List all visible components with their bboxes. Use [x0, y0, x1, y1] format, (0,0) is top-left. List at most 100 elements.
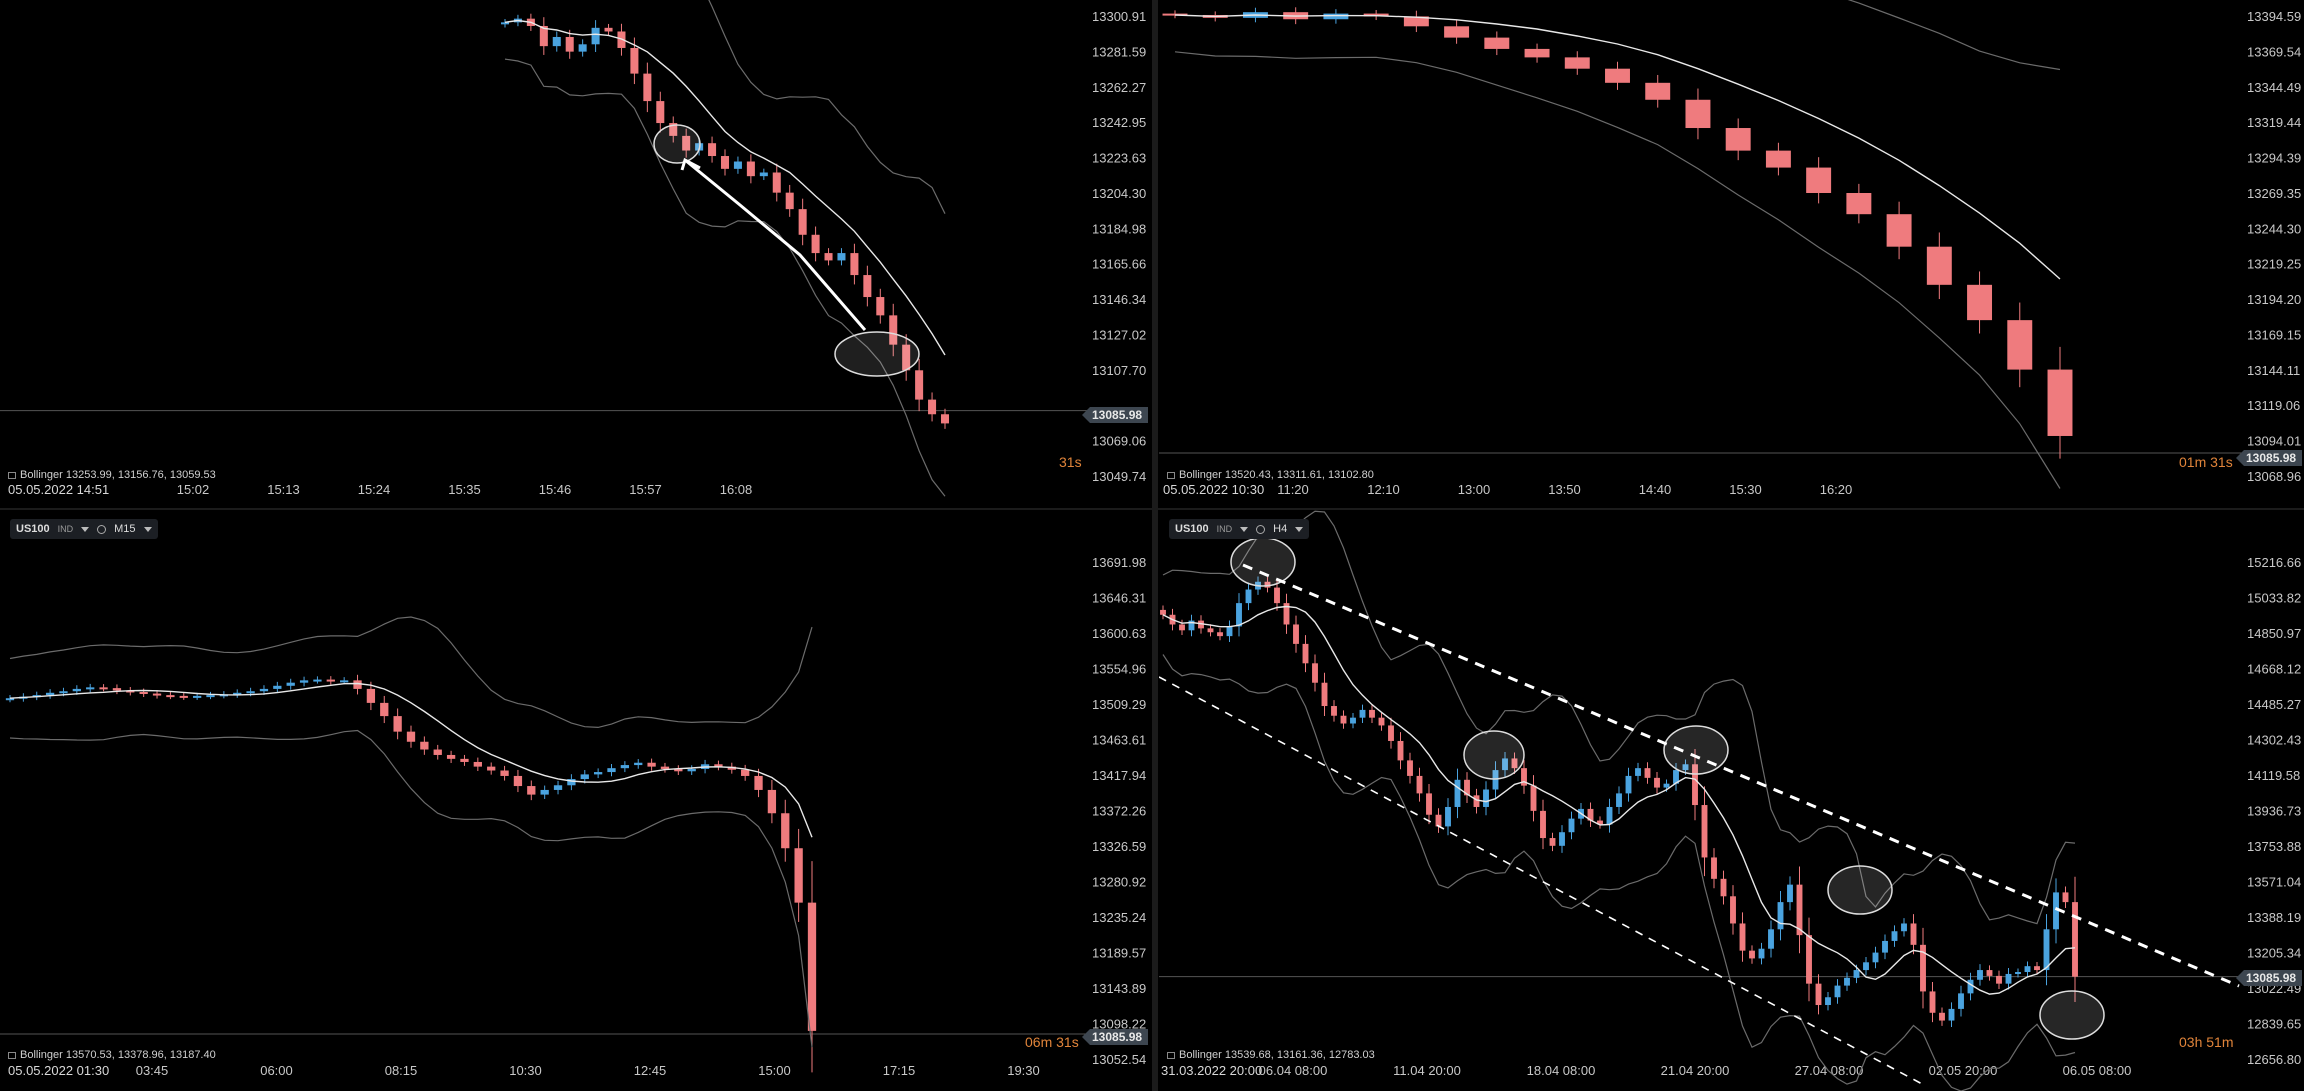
candle [798, 209, 807, 235]
chart-canvas[interactable]: 13394.59 13369.54 13344.49 13319.44 13294.39… [1159, 0, 2304, 508]
indicator-legend[interactable]: Bollinger 13253.99, 13156.76, 13059.53 [8, 469, 216, 481]
x-axis-tick-label: 13:50 [1548, 482, 1581, 497]
candle [1302, 643, 1309, 664]
candle [286, 682, 295, 686]
indicator-values: Bollinger 13539.68, 13161.36, 12783.03 [1179, 1049, 1375, 1061]
candle [669, 123, 678, 136]
candle [2034, 966, 2040, 971]
candle [781, 813, 790, 849]
y-axis-tick-label: 13143.89 [1092, 981, 1146, 996]
y-axis-tick-label: 13372.26 [1092, 804, 1146, 819]
candle [1350, 717, 1356, 724]
bollinger-middle-band [1174, 14, 2061, 280]
x-axis-tick-label: 10:30 [509, 1063, 542, 1078]
candle [1524, 48, 1550, 58]
trendline-lower [1159, 676, 1925, 1086]
candle [1635, 768, 1641, 776]
chart-panel-top-right[interactable]: 13394.59 13369.54 13344.49 13319.44 13294.39… [1159, 0, 2304, 508]
chart-canvas[interactable]: 13300.91 13281.59 13262.27 13242.95 13223.63… [0, 0, 1150, 508]
y-axis-tick-label: 14668.12 [2247, 661, 2301, 676]
candle [1796, 884, 1803, 936]
current-price-tag: 13085.98 [1082, 407, 1149, 423]
info-icon[interactable] [1256, 524, 1266, 534]
candle [580, 774, 589, 780]
chevron-down-icon[interactable] [81, 526, 90, 532]
y-axis-tick-label: 13936.73 [2247, 804, 2301, 819]
bollinger-lower-band [1174, 51, 2061, 489]
candle [1605, 68, 1630, 83]
candle [733, 161, 742, 169]
candle [1673, 770, 1679, 784]
candle [99, 687, 108, 690]
candle [1929, 991, 1936, 1013]
current-price-tag: 13085.98 [2236, 970, 2303, 986]
x-axis-tick-label: 15:02 [177, 482, 210, 497]
panel-divider[interactable] [1152, 0, 1158, 1091]
chart-icon [1167, 471, 1175, 479]
chevron-down-icon[interactable] [1240, 526, 1249, 532]
candle [1939, 1012, 1945, 1021]
candle [500, 770, 509, 776]
candle [578, 44, 587, 52]
chevron-down-icon[interactable] [143, 526, 152, 532]
candle [1616, 793, 1622, 807]
candle [720, 156, 730, 169]
candle [607, 768, 616, 773]
timeframe-select[interactable]: H4 [1273, 523, 1288, 535]
candle [1274, 587, 1280, 604]
candle [1765, 150, 1791, 168]
indicator-legend[interactable]: Bollinger 13520.43, 13311.61, 13102.80 [1167, 469, 1374, 481]
candle [767, 789, 777, 814]
chart-icon [8, 1051, 16, 1059]
y-axis-tick-label: 14850.97 [2247, 626, 2301, 641]
candle [620, 765, 630, 769]
candle [604, 27, 613, 32]
chart-toolbar[interactable]: US100 IND H4 [1169, 519, 1310, 539]
y-axis-tick-label: 13509.29 [1092, 697, 1146, 712]
candle [1188, 620, 1195, 631]
candle [1217, 632, 1223, 637]
annotation-circle [1827, 865, 1893, 915]
candle [1454, 779, 1461, 807]
y-axis-tick-label: 13554.96 [1092, 661, 1146, 676]
candle [366, 688, 376, 703]
annotation-circle [1230, 537, 1296, 587]
candle [1844, 977, 1850, 986]
chart-canvas[interactable]: 15216.66 15033.82 14850.97 14668.12 14485.27… [1159, 510, 2304, 1091]
chart-panel-bottom-left[interactable]: 13691.98 13646.31 13600.63 13554.96 13509.29… [0, 510, 1150, 1091]
candle [539, 25, 548, 47]
x-axis-tick-label: 13:00 [1458, 482, 1491, 497]
indicator-legend[interactable]: Bollinger 13570.53, 13378.96, 13187.40 [8, 1049, 216, 1061]
chart-canvas[interactable]: 13691.98 13646.31 13600.63 13554.96 13509.29… [0, 510, 1150, 1091]
candle [2053, 892, 2059, 930]
x-axis-tick-label: 15:57 [629, 482, 662, 497]
y-axis-tick-label: 13165.66 [1092, 257, 1146, 272]
candle [393, 716, 402, 732]
chart-panel-bottom-right[interactable]: 15216.66 15033.82 14850.97 14668.12 14485.27… [1159, 510, 2304, 1091]
candle [1207, 628, 1214, 633]
chevron-down-icon[interactable] [1295, 526, 1304, 532]
candle [1464, 779, 1470, 796]
indicator-legend[interactable]: Bollinger 13539.68, 13161.36, 12783.03 [1167, 1049, 1375, 1061]
timeframe-select[interactable]: M15 [114, 523, 136, 535]
y-axis-tick-label: 13242.95 [1092, 115, 1146, 130]
candle [785, 192, 794, 210]
candle [1226, 626, 1233, 637]
candle [1825, 997, 1831, 1006]
y-axis-tick-label: 13244.30 [2247, 221, 2301, 236]
candle [656, 101, 665, 124]
candle [807, 902, 817, 1031]
symbol-label[interactable]: US100 [16, 523, 50, 535]
panel-divider[interactable] [0, 508, 2304, 510]
candle [1846, 193, 1872, 215]
info-icon[interactable] [97, 524, 107, 534]
indicator-values: Bollinger 13570.53, 13378.96, 13187.40 [20, 1049, 216, 1061]
symbol-label[interactable]: US100 [1175, 523, 1209, 535]
chart-toolbar[interactable]: US100 IND M15 [10, 519, 158, 539]
candle [1473, 795, 1480, 807]
candle [1587, 808, 1594, 821]
chart-panel-top-left[interactable]: 13300.91 13281.59 13262.27 13242.95 13223.63… [0, 0, 1150, 508]
candle [2007, 320, 2033, 370]
candle [1901, 923, 1907, 932]
bollinger-upper-band [9, 616, 813, 729]
